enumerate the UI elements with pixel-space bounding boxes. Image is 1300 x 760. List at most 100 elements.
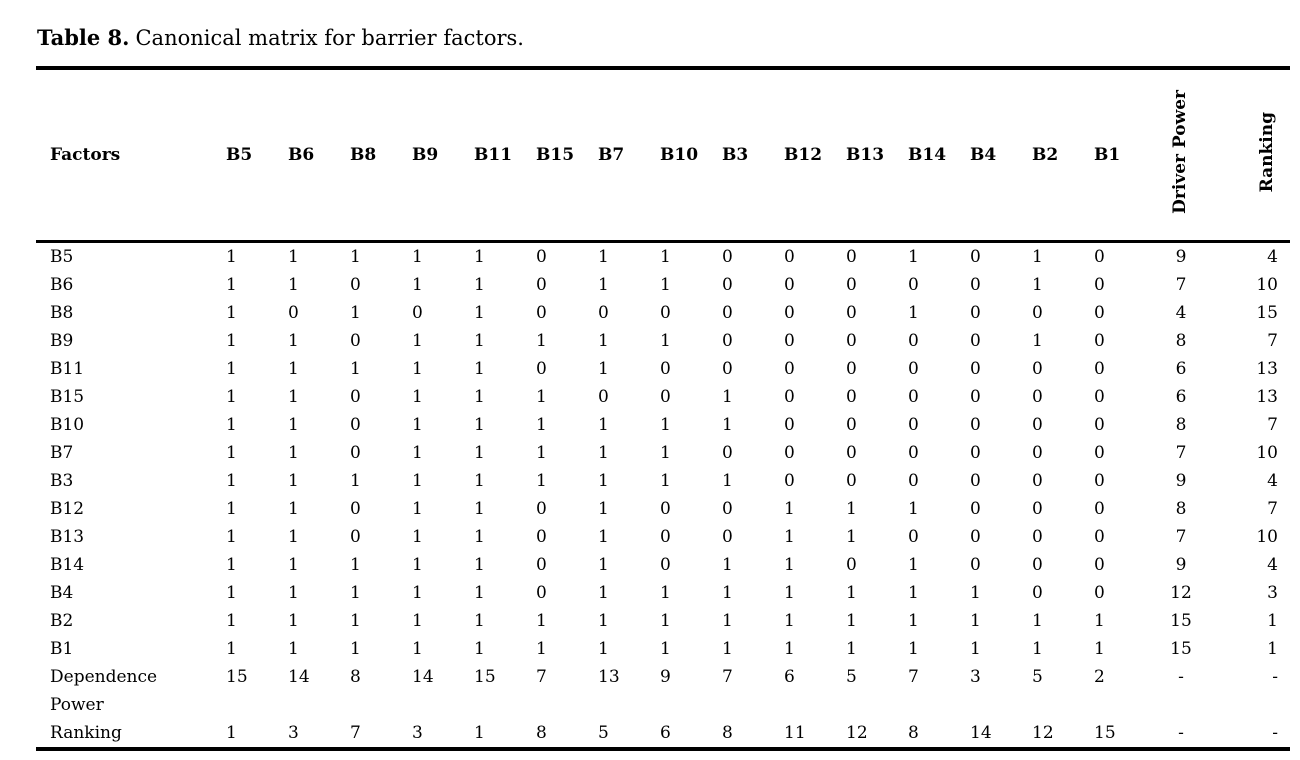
matrix-cell: 0: [908, 330, 919, 351]
matrix-cell: 1: [226, 638, 237, 659]
matrix-cell: 0: [288, 302, 299, 323]
matrix-cell: 0: [722, 274, 733, 295]
matrix-cell: 0: [660, 554, 671, 575]
matrix-cell: 0: [784, 330, 795, 351]
matrix-cell: 1: [226, 554, 237, 575]
matrix-cell: 1: [1032, 638, 1043, 659]
ranking-value: 1: [1267, 638, 1278, 659]
matrix-cell: 7: [536, 666, 547, 687]
column-header: B4: [970, 68, 1032, 243]
driver-power-value: 15: [1170, 610, 1192, 631]
row-factor-label: B5: [50, 246, 74, 267]
matrix-cell: 0: [908, 442, 919, 463]
matrix-cell: 0: [598, 386, 609, 407]
ranking-value: 10: [1256, 274, 1278, 295]
matrix-cell: 0: [412, 302, 423, 323]
row-factor-label: B1: [50, 638, 74, 659]
driver-power-value: -: [1178, 666, 1184, 687]
ranking-value: 7: [1267, 414, 1278, 435]
matrix-cell: 1: [288, 386, 299, 407]
matrix-cell: 1: [846, 610, 857, 631]
matrix-cell: 1: [350, 554, 361, 575]
matrix-cell: 0: [846, 274, 857, 295]
matrix-cell: 3: [970, 666, 981, 687]
matrix-cell: 1: [474, 358, 485, 379]
matrix-cell: 1: [226, 414, 237, 435]
matrix-cell: 8: [350, 666, 361, 687]
matrix-cell: 0: [970, 330, 981, 351]
matrix-cell: 1: [412, 498, 423, 519]
matrix-cell: 1: [536, 442, 547, 463]
matrix-cell: 0: [660, 386, 671, 407]
matrix-cell: 1: [412, 442, 423, 463]
matrix-row: B1 1 1 1 1 1 1 1 1 1 1 1 1 1 1 1 15 1: [36, 635, 1290, 663]
ranking-value: 4: [1267, 470, 1278, 491]
driver-power-value: 7: [1175, 442, 1187, 463]
matrix-row: B5 1 1 1 1 1 0 1 1 0 0 0 1 0 1 0 9 4: [36, 241, 1290, 271]
matrix-cell: 0: [846, 554, 857, 575]
matrix-cell: 0: [1032, 414, 1043, 435]
matrix-cell: 1: [598, 442, 609, 463]
matrix-cell: 1: [288, 498, 299, 519]
driver-power-value: 9: [1175, 246, 1187, 267]
matrix-cell: 1: [288, 638, 299, 659]
matrix-cell: 1: [908, 638, 919, 659]
matrix-cell: 0: [970, 414, 981, 435]
matrix-cell: 1: [412, 330, 423, 351]
matrix-cell: 0: [970, 498, 981, 519]
matrix-cell: 1: [474, 498, 485, 519]
matrix-cell: 2: [1094, 666, 1105, 687]
matrix-cell: 1: [908, 610, 919, 631]
row-factor-label: B11: [50, 358, 85, 379]
matrix-cell: 0: [846, 470, 857, 491]
matrix-cell: 1: [412, 274, 423, 295]
matrix-cell: 1: [288, 554, 299, 575]
matrix-cell: 1: [412, 610, 423, 631]
matrix-cell: 1: [908, 302, 919, 323]
matrix-cell: 1: [474, 722, 485, 743]
matrix-row: B9 1 1 0 1 1 1 1 1 0 0 0 0 0 1 0 8 7: [36, 327, 1290, 355]
dependence-power-row: Dependence Power 15 14 8 14 15 7 13 9 7 6 5 7 3 5 2 - -: [36, 663, 1290, 719]
matrix-cell: 0: [846, 358, 857, 379]
matrix-cell: 12: [846, 722, 868, 743]
column-header: B11: [474, 68, 536, 243]
matrix-cell: 1: [908, 554, 919, 575]
matrix-cell: 1: [474, 386, 485, 407]
matrix-cell: 3: [412, 722, 423, 743]
matrix-cell: 1: [536, 330, 547, 351]
matrix-cell: 7: [350, 722, 361, 743]
matrix-cell: 1: [226, 302, 237, 323]
matrix-cell: 0: [908, 386, 919, 407]
matrix-cell: 0: [1094, 330, 1105, 351]
row-factor-label: B14: [50, 554, 85, 575]
row-factor-label: B7: [50, 442, 74, 463]
matrix-cell: 5: [598, 722, 609, 743]
matrix-cell: 1: [846, 498, 857, 519]
matrix-cell: 0: [536, 302, 547, 323]
matrix-cell: 0: [660, 498, 671, 519]
matrix-cell: 0: [1032, 470, 1043, 491]
matrix-cell: 14: [288, 666, 310, 687]
matrix-cell: 1: [660, 582, 671, 603]
matrix-cell: 0: [784, 246, 795, 267]
matrix-cell: 1: [970, 582, 981, 603]
table-number: Table 8.: [37, 25, 130, 50]
matrix-cell: 0: [350, 386, 361, 407]
row-factor-label: B9: [50, 330, 74, 351]
matrix-cell: 0: [350, 330, 361, 351]
matrix-cell: 1: [722, 554, 733, 575]
matrix-cell: 0: [784, 274, 795, 295]
matrix-cell: 0: [1094, 358, 1105, 379]
matrix-cell: 0: [970, 274, 981, 295]
matrix-cell: 1: [474, 302, 485, 323]
driver-power-value: 6: [1175, 358, 1187, 379]
matrix-cell: 15: [226, 666, 248, 687]
matrix-cell: 1: [288, 610, 299, 631]
header-factors: Factors: [36, 68, 226, 243]
matrix-cell: 1: [722, 414, 733, 435]
matrix-cell: 0: [970, 442, 981, 463]
matrix-cell: 1: [350, 358, 361, 379]
matrix-cell: 0: [1094, 526, 1105, 547]
row-factor-label: B15: [50, 386, 85, 407]
matrix-cell: 1: [660, 638, 671, 659]
